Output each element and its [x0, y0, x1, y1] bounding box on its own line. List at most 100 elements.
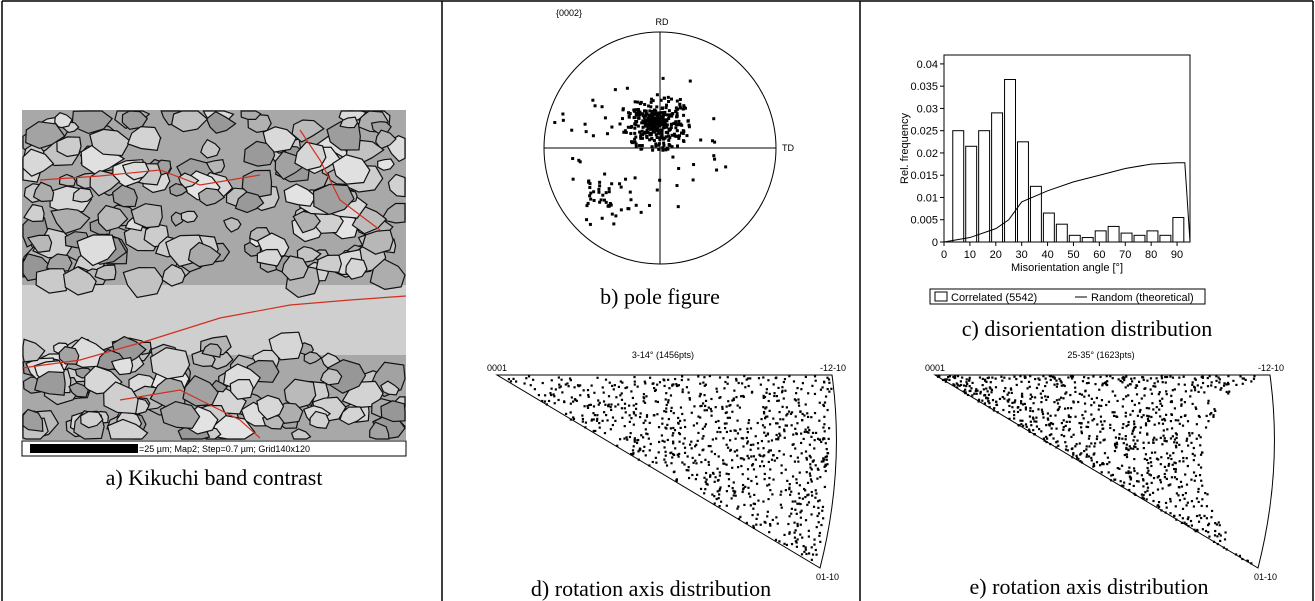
axis-point [704, 383, 707, 386]
axis-point [970, 387, 973, 390]
axis-point [804, 546, 807, 549]
pole-point [659, 98, 663, 102]
axis-point [1152, 385, 1155, 388]
axis-point [1073, 381, 1077, 384]
axis-point [1066, 449, 1069, 452]
axis-point [699, 393, 702, 396]
axis-point [966, 393, 970, 397]
axis-point [790, 542, 794, 546]
axis-point [811, 431, 815, 435]
axis-point [754, 458, 757, 461]
axis-point [674, 447, 677, 450]
pole-point [682, 105, 686, 109]
axis-point [1153, 382, 1156, 385]
grain [45, 253, 73, 273]
axis-point [701, 402, 705, 405]
axis-point [798, 496, 801, 500]
axis-point [654, 456, 657, 459]
axis-point [1146, 489, 1149, 492]
axis-point [1115, 441, 1118, 444]
axis-point [611, 423, 614, 427]
axis-point [648, 464, 651, 467]
axis-point [1145, 406, 1148, 410]
pole-point [619, 208, 623, 212]
axis-point [991, 399, 995, 402]
axis-point [1060, 433, 1063, 437]
pole-point [601, 193, 605, 197]
pole-point [671, 155, 675, 159]
axis-point [624, 386, 627, 390]
axis-point [1054, 414, 1057, 417]
axis-point [948, 378, 951, 382]
grain [22, 338, 46, 363]
axis-point [1142, 497, 1145, 500]
axis-point [778, 432, 781, 435]
axis-point [1207, 522, 1211, 525]
pole-point [667, 109, 671, 113]
axis-point [1157, 422, 1161, 425]
pole-point [647, 113, 651, 117]
axis-point [655, 461, 658, 464]
axis-point [1101, 382, 1104, 385]
axis-point [790, 490, 793, 493]
axis-point [1142, 478, 1145, 481]
axis-point [1227, 375, 1230, 378]
grain [180, 210, 199, 224]
axis-point [1192, 459, 1195, 462]
axis-point [646, 433, 649, 436]
axis-point [1155, 457, 1159, 460]
axis-point [1106, 380, 1109, 383]
axis-point [726, 382, 729, 385]
axis-point [1192, 446, 1195, 450]
axis-point [691, 456, 694, 460]
axis-point [785, 543, 788, 546]
x-tick-label: 20 [990, 249, 1002, 261]
axis-point [631, 453, 635, 456]
axis-point [1083, 449, 1086, 453]
axis-point [1206, 493, 1209, 496]
axis-point [994, 377, 997, 380]
axis-point [760, 439, 764, 443]
axis-point [666, 423, 669, 426]
axis-point [656, 413, 659, 416]
axis-point [795, 512, 798, 515]
axis-point [735, 377, 738, 381]
axis-point [1068, 420, 1071, 423]
axis-point [741, 437, 745, 440]
pole-point [659, 119, 663, 123]
axis-point [1178, 514, 1181, 517]
axis-point [1174, 470, 1177, 473]
sector [495, 374, 837, 569]
axis-point [943, 378, 947, 381]
axis-point [755, 482, 759, 485]
axis-point [1013, 401, 1016, 404]
axis-point [792, 380, 796, 383]
pole-point [666, 95, 670, 99]
axis-point [677, 384, 680, 387]
axis-point [973, 392, 976, 395]
axis-point [813, 411, 817, 415]
axis-point [1099, 430, 1102, 433]
axis-point [767, 440, 770, 443]
axis-point [815, 492, 818, 495]
axis-point [1201, 381, 1205, 385]
axis-point [719, 486, 722, 489]
axis-point [1125, 425, 1128, 428]
axis-point [1201, 484, 1204, 487]
axis-point [769, 468, 772, 471]
grain [368, 421, 390, 440]
axis-point [1190, 478, 1193, 481]
axis-point [1252, 377, 1256, 380]
axis-point [1136, 472, 1139, 475]
axis-point [751, 463, 755, 466]
pole-point [639, 147, 643, 151]
axis-point [590, 419, 593, 422]
grain [234, 191, 265, 214]
axis-point [1140, 416, 1143, 419]
y-tick-label: 0.035 [910, 81, 938, 93]
axis-point [699, 416, 702, 419]
x-tick-label: 0 [941, 249, 947, 261]
pole-point [713, 140, 717, 144]
axis-point [1044, 395, 1047, 398]
axis-point [1169, 419, 1172, 423]
